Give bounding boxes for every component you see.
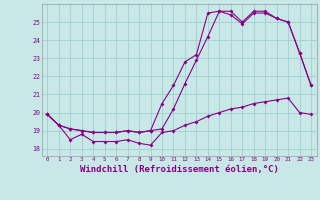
X-axis label: Windchill (Refroidissement éolien,°C): Windchill (Refroidissement éolien,°C) [80, 165, 279, 174]
